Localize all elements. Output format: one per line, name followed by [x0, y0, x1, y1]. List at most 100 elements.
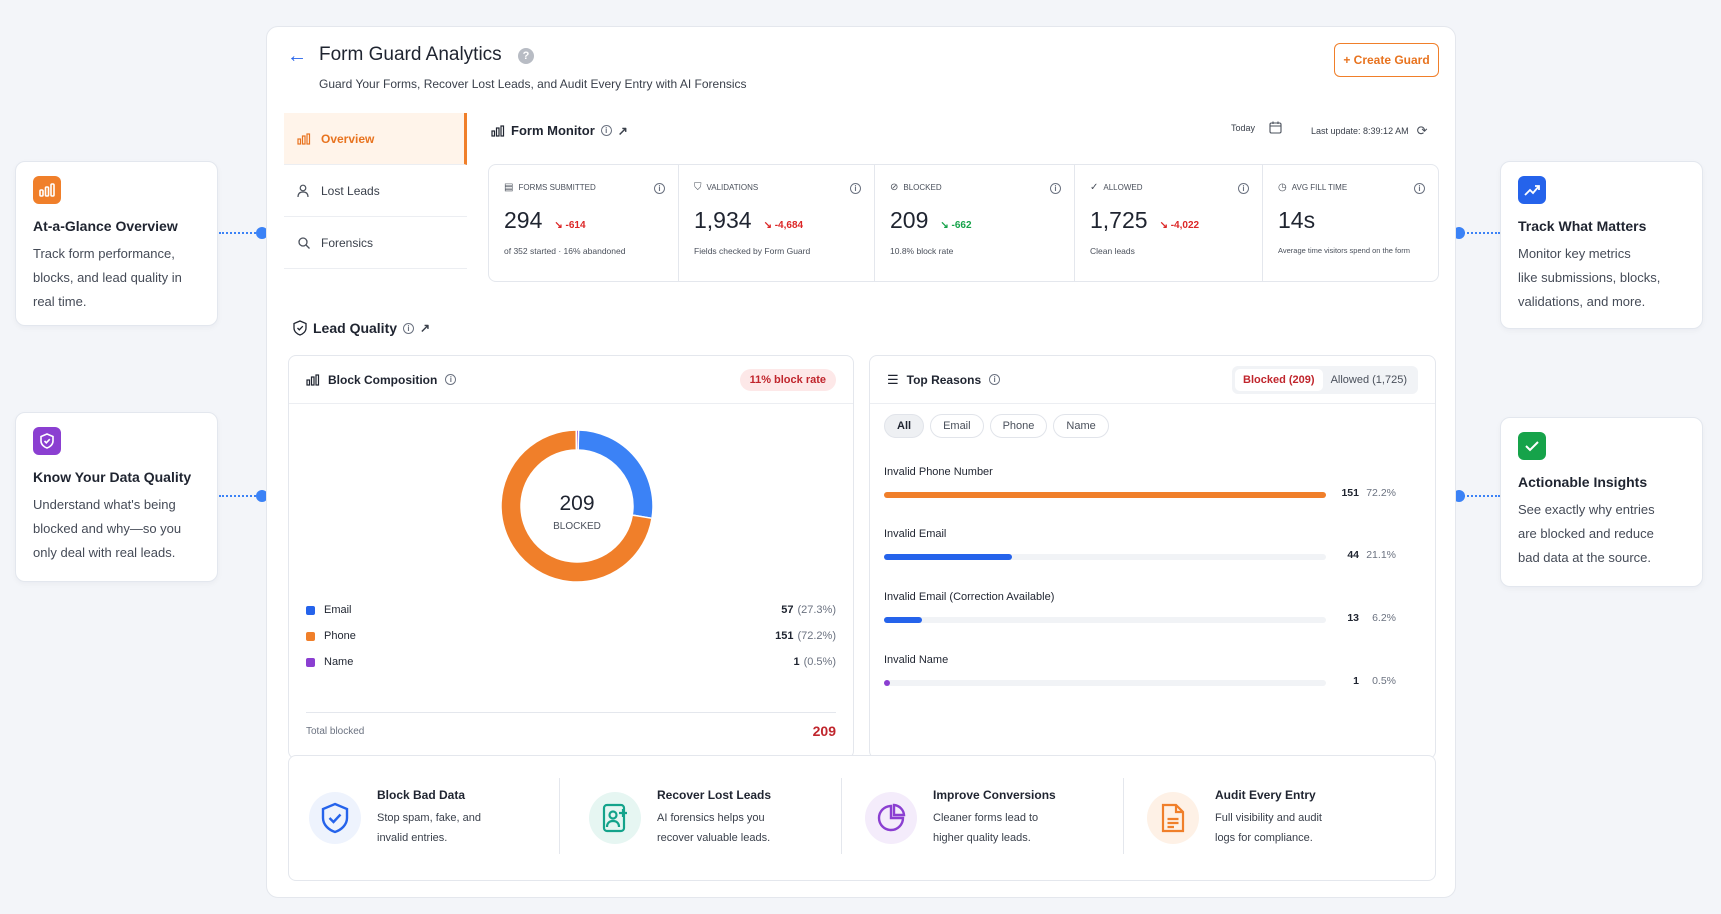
connector-dot: [256, 490, 268, 502]
trend-up-icon: [1518, 176, 1546, 204]
pie-chart-icon: [865, 792, 917, 844]
block-rate-badge: 11% block rate: [739, 368, 836, 391]
legend-swatch: [306, 605, 315, 615]
reason-count: 13: [1347, 612, 1359, 624]
total-blocked-label: Total blocked: [306, 726, 365, 737]
info-icon[interactable]: i: [1414, 183, 1425, 194]
reason-track: [884, 492, 1326, 498]
donut-slice-phone[interactable]: [500, 429, 653, 583]
info-icon[interactable]: i: [989, 374, 1001, 385]
feature-recover-lost-leads: Recover Lost Leads AI forensics helps you…: [589, 756, 829, 880]
external-link-icon[interactable]: ↗: [617, 123, 628, 138]
bar-chart-icon: [491, 124, 505, 137]
section-title: Form Monitor: [511, 123, 595, 138]
info-icon[interactable]: i: [654, 183, 665, 194]
check-circle-icon: ✓: [1090, 182, 1099, 193]
legend-pct: (72.2%): [797, 630, 836, 642]
bar-chart-icon: [33, 176, 61, 204]
metric-delta: ↘ -4,022: [1159, 220, 1200, 231]
external-link-icon[interactable]: ↗: [420, 321, 431, 335]
nav-label: Forensics: [321, 235, 374, 250]
info-icon[interactable]: i: [1050, 183, 1061, 194]
metric-value: 1,934: [694, 207, 752, 233]
create-guard-button[interactable]: + Create Guard: [1334, 43, 1439, 77]
metric-sub: Average time visitors spend on the form: [1278, 246, 1411, 255]
metric-sub: Fields checked by Form Guard: [694, 246, 811, 256]
info-icon[interactable]: i: [445, 374, 457, 385]
user-icon: [297, 184, 309, 197]
legend-item-phone: Phone 151 (72.2%): [306, 623, 836, 649]
nav-label: Overview: [321, 131, 375, 146]
toggle-blocked[interactable]: Blocked (209): [1235, 368, 1323, 391]
legend-swatch: [306, 657, 315, 667]
reason-row: Invalid Name 1 0.5%: [884, 654, 1396, 687]
chip-name[interactable]: Name: [1053, 414, 1109, 438]
callout-title: Track What Matters: [1518, 218, 1647, 234]
legend-value: 151: [775, 630, 794, 642]
info-icon[interactable]: i: [850, 183, 861, 194]
last-update-text: Last update: 8:39:12 AM: [1311, 126, 1409, 136]
legend-value: 57: [781, 604, 794, 616]
metric-value: 294: [504, 207, 543, 233]
back-arrow-icon[interactable]: ←: [287, 45, 307, 67]
feature-improve-conversions: Improve Conversions Cleaner forms lead to…: [865, 756, 1105, 880]
help-icon[interactable]: ?: [518, 48, 534, 64]
refresh-icon[interactable]: ⟳: [1416, 123, 1428, 138]
donut-center-value: 209: [559, 492, 594, 515]
info-icon[interactable]: i: [600, 125, 612, 136]
reason-row: Invalid Email 44 21.1%: [884, 528, 1396, 561]
calendar-icon[interactable]: [1269, 121, 1282, 134]
legend-item-email: Email 57 (27.3%): [306, 597, 836, 623]
metric-validations: ⛉ Validations i 1,934 ↘ -4,684 Fields chec…: [679, 165, 875, 281]
card-header: Block Composition i 11% block rate: [289, 356, 853, 404]
nav-item-forensics[interactable]: Forensics: [284, 217, 467, 269]
info-icon[interactable]: i: [1238, 183, 1249, 194]
legend-pct: (27.3%): [797, 604, 836, 616]
info-icon[interactable]: i: [403, 322, 415, 334]
reason-bar: [884, 617, 922, 623]
reason-pct: 0.5%: [1372, 675, 1396, 687]
dashboard-panel: ← Form Guard Analytics ? Guard Your Form…: [266, 26, 1456, 898]
donut-slice-name[interactable]: [575, 429, 580, 451]
metric-label: Forms Submitted: [518, 183, 596, 192]
reason-count: 151: [1341, 487, 1359, 499]
legend-value: 1: [793, 656, 800, 668]
metrics-row: ▤ Forms Submitted i 294 ↘ -614 of 352 star…: [488, 164, 1439, 282]
document-icon: [1147, 792, 1199, 844]
metric-delta: ↘ -614: [554, 220, 586, 231]
nav-item-overview[interactable]: Overview: [284, 113, 467, 165]
callout-desc: Monitor key metrics like submissions, blo…: [1518, 246, 1661, 309]
feature-audit-every-entry: Audit Every Entry Full visibility and aud…: [1147, 756, 1407, 880]
lead-quality-heading: Lead Quality i ↗: [293, 320, 430, 336]
metric-blocked: ⊘ Blocked i 209 ↘ -662 10.8% block rate: [875, 165, 1075, 281]
toggle-allowed[interactable]: Allowed (1,725): [1330, 373, 1407, 386]
callout-desc: See exactly why entries are blocked and r…: [1518, 502, 1655, 565]
feature-desc: AI forensics helps you recover valuable l…: [657, 812, 771, 844]
feature-desc: Full visibility and audit logs for compli…: [1215, 812, 1322, 844]
donut-center-label: BLOCKED: [553, 521, 601, 532]
date-filter[interactable]: Today: [1231, 121, 1282, 134]
reason-label: Invalid Phone Number: [884, 466, 993, 478]
feature-divider: [559, 778, 560, 854]
nav-item-lost-leads[interactable]: Lost Leads: [284, 165, 467, 217]
legend-label: Email: [324, 604, 352, 616]
reason-bar: [884, 680, 890, 686]
clock-icon: ◷: [1278, 182, 1287, 193]
chip-phone[interactable]: Phone: [989, 414, 1048, 438]
callout-track: Track What Matters Monitor key metrics li…: [1500, 161, 1703, 329]
metric-delta: ↘ -4,684: [763, 220, 804, 231]
shield-icon: [293, 320, 307, 336]
last-update: Last update: 8:39:12 AM ⟳: [1311, 123, 1427, 139]
connector-line: [219, 495, 259, 497]
total-divider: [306, 712, 836, 713]
search-icon: [298, 236, 310, 249]
callout-desc: Understand what's being blocked and why—s…: [33, 497, 182, 560]
chip-email[interactable]: Email: [930, 414, 984, 438]
callout-quality: Know Your Data Quality Understand what's…: [15, 412, 218, 582]
block-icon: ⊘: [890, 182, 899, 193]
legend-label: Phone: [324, 630, 356, 642]
reason-bar: [884, 492, 1326, 498]
connector-dot: [256, 227, 268, 239]
callout-overview: At-a-Glance Overview Track form performa…: [15, 161, 218, 326]
chip-all[interactable]: All: [884, 414, 925, 438]
